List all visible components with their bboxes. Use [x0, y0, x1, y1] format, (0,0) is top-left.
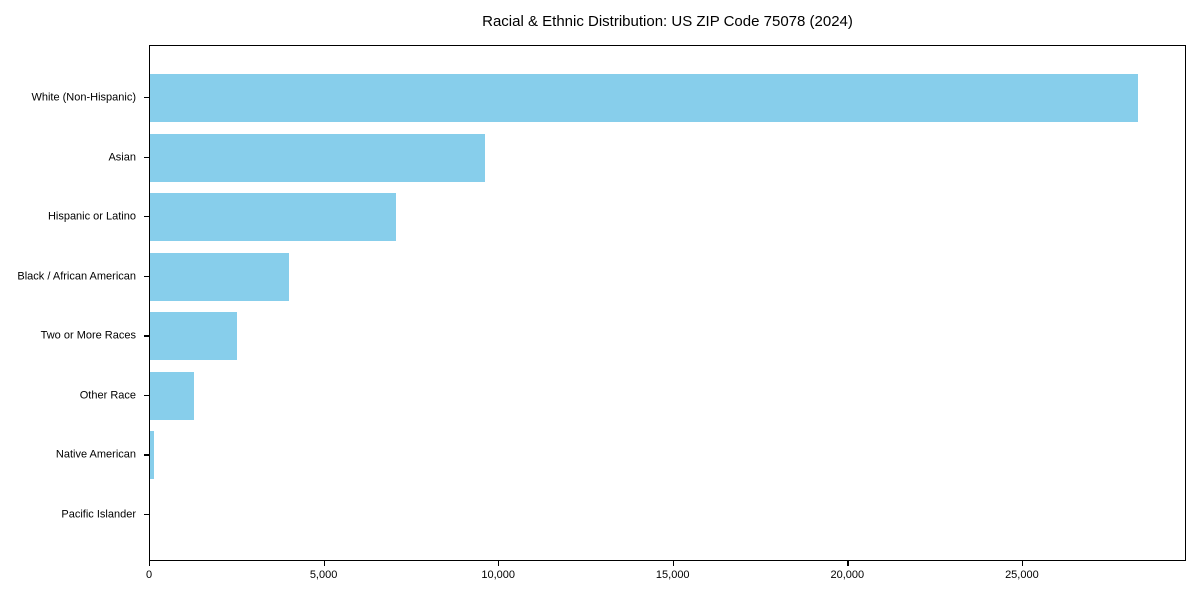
y-tick-label: Two or More Races [40, 329, 136, 342]
y-tick-label: Pacific Islander [61, 508, 136, 521]
y-tick-mark [144, 454, 149, 456]
x-tick-mark [1021, 561, 1024, 566]
bar [150, 133, 486, 182]
x-tick-label: 10,000 [481, 569, 515, 581]
y-tick-label: Asian [108, 151, 136, 164]
x-tick-label: 15,000 [655, 569, 690, 581]
x-tick-label: 25,000 [1005, 569, 1039, 581]
x-tick-label: 20,000 [830, 569, 865, 581]
y-tick-label: Black / African American [17, 270, 136, 283]
y-tick-label: Hispanic or Latino [47, 210, 136, 223]
plot-area [149, 45, 1186, 561]
bar [150, 74, 1139, 122]
bar [150, 312, 237, 361]
bar [150, 252, 290, 301]
x-tick-mark [498, 561, 500, 566]
y-tick-mark [144, 156, 149, 158]
y-tick-mark [144, 275, 149, 277]
x-tick-mark [672, 561, 675, 566]
x-tick-label: 0 [145, 569, 153, 581]
y-tick-mark [144, 335, 149, 337]
y-tick-label: Other Race [79, 389, 136, 402]
y-tick-mark [144, 216, 149, 218]
chart-title: Racial & Ethnic Distribution: US ZIP Cod… [482, 13, 853, 30]
x-tick-mark [149, 561, 151, 566]
y-tick-label: White (Non-Hispanic) [31, 91, 136, 104]
bar [150, 431, 154, 480]
x-tick-label: 5,000 [309, 569, 338, 581]
y-tick-label: Native American [55, 448, 136, 461]
y-tick-mark [144, 394, 149, 397]
x-tick-mark [847, 561, 849, 566]
bar [150, 193, 397, 242]
y-tick-mark [144, 97, 149, 99]
x-tick-mark [323, 561, 325, 566]
bar [150, 371, 194, 420]
y-tick-mark [144, 514, 149, 516]
